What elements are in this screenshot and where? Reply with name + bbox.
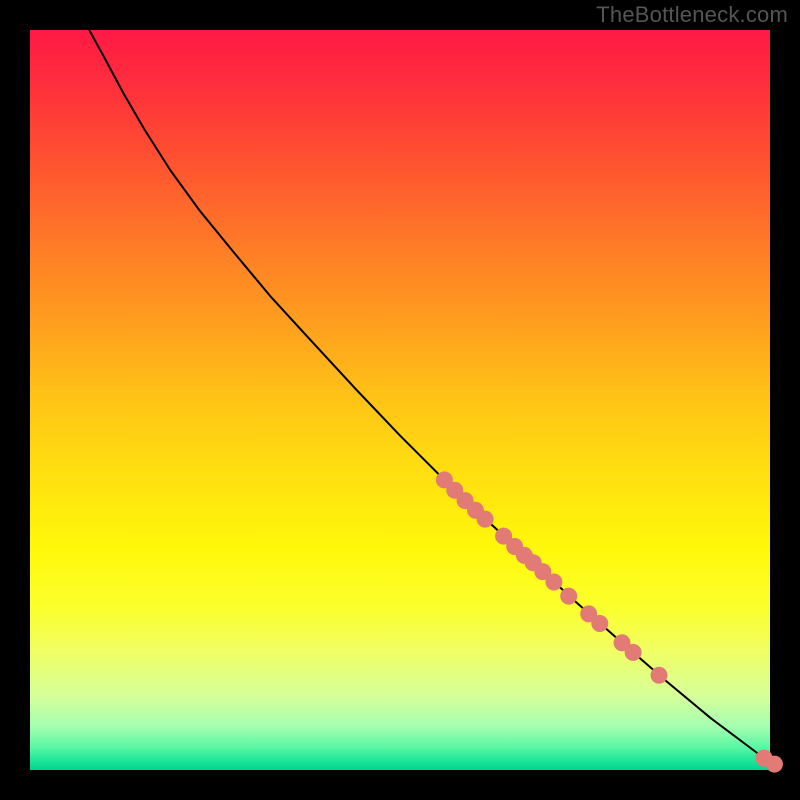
watermark-text: TheBottleneck.com	[596, 2, 788, 28]
marker-point	[560, 588, 577, 605]
marker-point	[591, 615, 608, 632]
chart-container: TheBottleneck.com	[0, 0, 800, 800]
marker-point	[625, 644, 642, 661]
plot-background-gradient	[30, 30, 770, 770]
marker-point	[651, 667, 668, 684]
bottleneck-chart	[0, 0, 800, 800]
marker-point	[477, 511, 494, 528]
marker-point	[545, 574, 562, 591]
marker-point	[766, 756, 783, 773]
